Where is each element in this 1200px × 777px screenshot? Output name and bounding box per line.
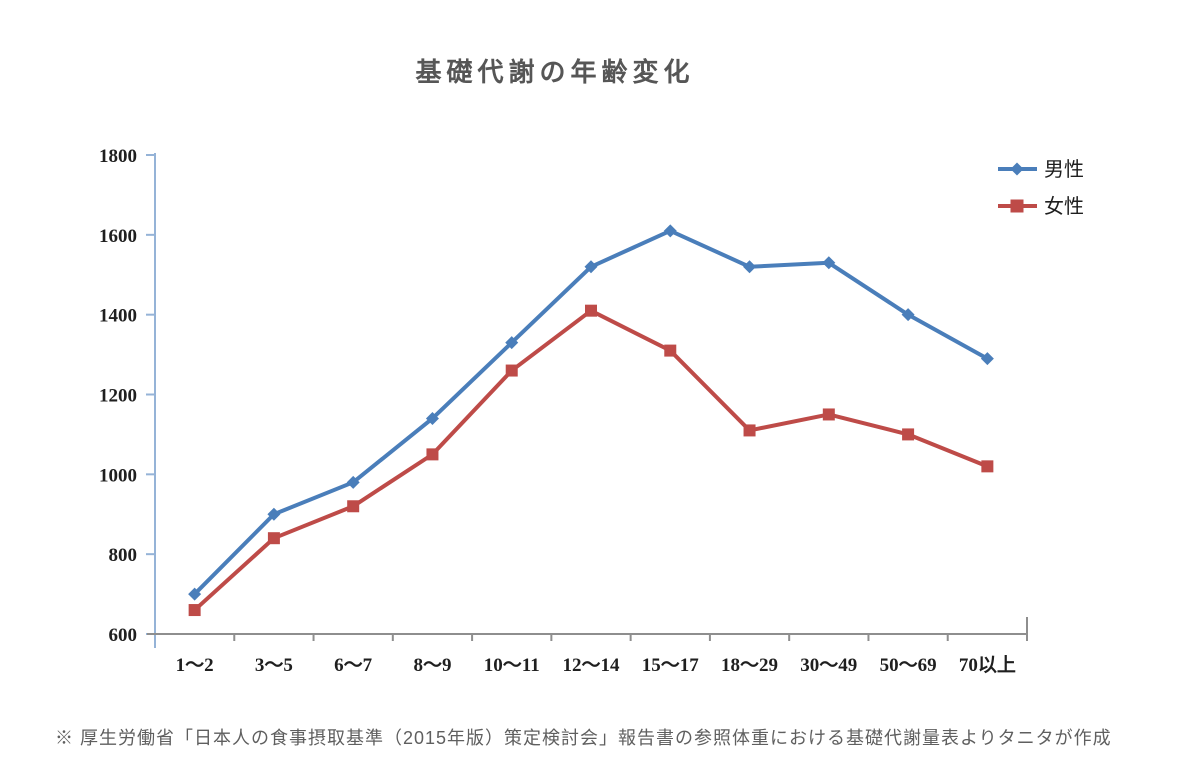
x-tick-label: 15〜17 [642,655,700,676]
y-tick-label: 1200 [99,386,137,407]
legend-label-female: 女性 [1044,195,1084,218]
data-point-female [743,424,756,437]
x-tick-label: 18〜29 [721,655,778,676]
y-tick-label: 1800 [99,146,137,167]
data-point-female [822,408,835,421]
data-point-male [267,507,281,521]
y-tick-label: 800 [109,545,138,566]
x-tick-label: 3〜5 [255,655,293,676]
data-point-female [981,460,994,473]
y-tick-label: 600 [109,625,138,646]
x-tick-label: 10〜11 [484,655,540,676]
data-point-female [426,448,439,461]
data-point-male [822,256,836,270]
legend-marker-female-icon [1010,199,1024,213]
x-tick-label: 6〜7 [334,655,373,676]
data-point-male [584,260,598,274]
x-tick-label: 50〜69 [880,655,937,676]
data-point-female [505,364,518,377]
data-point-male [980,352,994,366]
x-tick-label: 30〜49 [800,655,857,676]
data-point-female [267,532,280,545]
series-line-male [193,228,989,596]
legend-marker-male-icon [1010,162,1024,176]
x-tick-label: 8〜9 [413,655,451,676]
data-point-female [585,304,597,317]
x-tick-label: 1〜2 [176,655,214,676]
data-point-female [902,428,915,441]
data-point-female [347,500,360,513]
data-point-female [664,344,677,357]
series-line-female [193,308,989,612]
data-point-male [663,224,677,238]
legend-label-male: 男性 [1044,158,1084,181]
y-tick-label: 1600 [99,226,137,247]
y-tick-label: 1400 [99,306,137,327]
chart-title: 基礎代謝の年齢変化 [415,57,695,87]
data-point-male [743,260,757,274]
x-tick-label: 12〜14 [562,655,620,676]
y-tick-label: 1000 [99,465,137,486]
source-note: ※ 厚生労働省「日本人の食事摂取基準（2015年版）策定検討会」報告書の参照体重… [55,728,1112,748]
x-tick-label: 70以上 [959,654,1016,676]
data-point-female [188,604,201,617]
data-point-male [188,587,202,601]
data-point-male [505,336,519,350]
data-point-male [425,411,439,425]
data-point-male [901,308,915,322]
data-point-male [346,475,360,489]
